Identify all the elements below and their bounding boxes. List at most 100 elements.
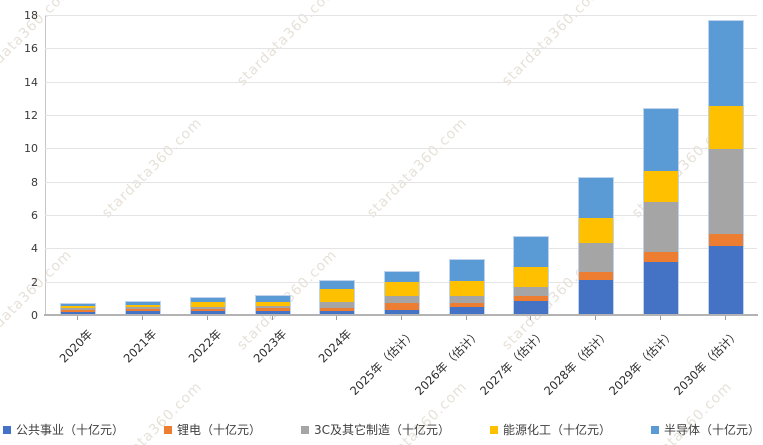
bar-segment <box>643 109 678 171</box>
x-axis-tick <box>142 316 144 320</box>
legend-color-swatch <box>490 425 498 434</box>
gridline <box>45 148 757 150</box>
x-axis-category-label: 2021年 <box>120 326 160 366</box>
bar-segment <box>449 259 484 281</box>
bar-segment <box>320 280 355 290</box>
bar-segment <box>255 308 290 311</box>
bar-segment <box>579 178 614 219</box>
bar-segment <box>708 245 743 314</box>
bar <box>707 19 744 315</box>
gridline <box>45 48 757 50</box>
bar <box>384 270 420 315</box>
legend-color-swatch <box>163 425 172 434</box>
bar-segment <box>579 243 614 272</box>
x-axis-tick <box>336 316 338 320</box>
bar-segment <box>190 306 225 310</box>
bar <box>448 258 485 315</box>
x-axis-tick <box>271 316 273 320</box>
bar <box>578 177 615 315</box>
y-axis-line <box>45 15 46 316</box>
bar <box>254 294 291 315</box>
x-axis-tick <box>724 316 726 320</box>
legend-label: 能源化工（十亿元） <box>503 423 612 437</box>
gridline <box>45 81 757 83</box>
gridline <box>45 215 757 216</box>
bar-segment <box>449 307 484 314</box>
bar-segment <box>61 305 96 309</box>
bar-segment <box>126 302 161 305</box>
x-axis-labels: 2020年 2021年 2022年 2023年 2024年 2025年（估计） 2026年（… <box>0 322 763 407</box>
x-axis-tick <box>401 316 402 320</box>
legend-item: 3C及其它制造（十亿元） <box>300 421 450 438</box>
bar-segment <box>190 298 225 302</box>
y-axis-tick-label: 0 <box>31 309 38 322</box>
x-axis-tick <box>530 316 532 320</box>
gridline <box>45 115 757 116</box>
bar <box>513 236 550 315</box>
bar-segment <box>579 279 614 314</box>
bar-segment <box>579 218 614 244</box>
x-axis-category-label: 2026年（估计） <box>412 326 484 398</box>
legend-item: 半导体（十亿元） <box>651 421 760 438</box>
bar <box>189 297 226 315</box>
bar-segment <box>643 252 678 263</box>
bar-segment <box>320 310 355 314</box>
bar-segment <box>708 105 743 150</box>
bar-segment <box>514 237 549 268</box>
bar-segment <box>255 310 290 314</box>
x-axis-category-label: 2027年（估计） <box>476 326 549 398</box>
bar-segment <box>385 309 419 314</box>
y-axis-tick-label: 14 <box>24 75 38 89</box>
y-axis-tick-label: 8 <box>31 175 38 189</box>
bar-segment <box>126 310 161 314</box>
gridline <box>45 15 757 16</box>
x-axis-category-label: 2029年（估计） <box>606 326 678 398</box>
legend-label: 半导体（十亿元） <box>664 423 761 437</box>
bar-segment <box>190 301 225 307</box>
x-axis-category-label: 2028年（估计） <box>541 326 613 398</box>
bar-segment <box>320 289 355 302</box>
bar-segment <box>385 271 419 283</box>
bar-segment <box>708 149 743 235</box>
x-axis-line <box>44 314 758 316</box>
y-axis-tick-label: 10 <box>24 142 38 156</box>
y-axis-tick-label: 2 <box>31 275 38 289</box>
bar-segment <box>320 301 355 309</box>
plot-area <box>45 15 757 315</box>
x-axis-tick <box>206 316 208 320</box>
x-axis-category-label: 2023年 <box>250 326 290 366</box>
x-axis-category-label: 2022年 <box>185 326 225 366</box>
bar-segment <box>514 267 549 288</box>
bar-segment <box>643 262 678 314</box>
bar <box>125 301 162 315</box>
bar-segment <box>255 301 290 306</box>
x-axis-category-label: 2025年（估计） <box>347 326 419 398</box>
chart-legend: 公共事业（十亿元） 锂电（十亿元） 3C及其它制造（十亿元） 能源化工（十亿元） 半导体… <box>0 421 763 438</box>
bar-segment <box>61 309 96 312</box>
bar-segment <box>708 234 743 246</box>
bar-segment <box>643 170 678 203</box>
legend-label: 锂电（十亿元） <box>176 423 261 437</box>
bar-segment <box>385 295 419 304</box>
y-axis-tick-label: 4 <box>31 242 38 256</box>
bar-segment <box>126 307 161 310</box>
legend-item: 公共事业（十亿元） <box>2 421 124 438</box>
bar-segment <box>61 308 96 310</box>
bar <box>642 108 679 315</box>
y-axis-tick-label: 16 <box>24 42 38 56</box>
bar-segment <box>514 300 549 314</box>
bar-segment <box>320 308 355 311</box>
bar-segment <box>708 20 743 106</box>
bar-segment <box>126 304 161 308</box>
legend-label: 公共事业（十亿元） <box>15 423 124 437</box>
bar-segment <box>255 305 290 309</box>
gridline <box>45 181 757 183</box>
bar-segment <box>61 311 96 314</box>
bar-segment <box>449 295 484 304</box>
legend-item: 锂电（十亿元） <box>163 421 261 438</box>
legend-color-swatch <box>300 425 309 434</box>
bar-segment <box>579 271 614 280</box>
bar-segment <box>126 309 161 311</box>
y-axis-tick-label: 6 <box>31 209 38 222</box>
